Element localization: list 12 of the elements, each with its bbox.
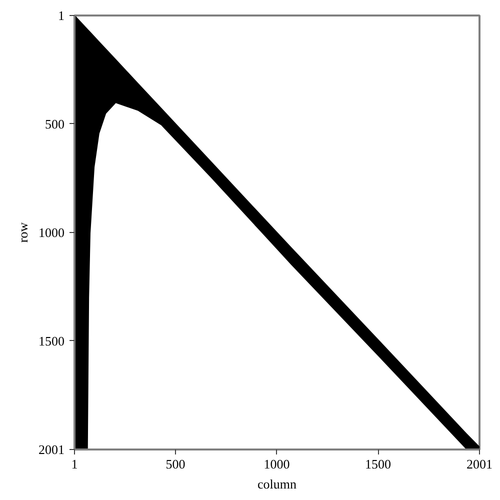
x-tick-label: 1000	[264, 456, 290, 472]
x-tick-label: 1	[71, 456, 78, 472]
x-tick-label: 500	[166, 456, 186, 472]
x-tick-label: 1500	[365, 456, 392, 472]
x-axis-title: column	[258, 476, 297, 492]
y-tick-label: 1	[58, 8, 64, 23]
y-tick-label: 500	[45, 116, 64, 132]
x-tick-label: 2001	[466, 456, 492, 472]
y-tick-label: 1000	[38, 224, 64, 240]
y-tick-label: 1500	[38, 333, 64, 348]
y-tick-label: 2001	[38, 442, 64, 457]
y-axis-title: row	[16, 222, 30, 243]
